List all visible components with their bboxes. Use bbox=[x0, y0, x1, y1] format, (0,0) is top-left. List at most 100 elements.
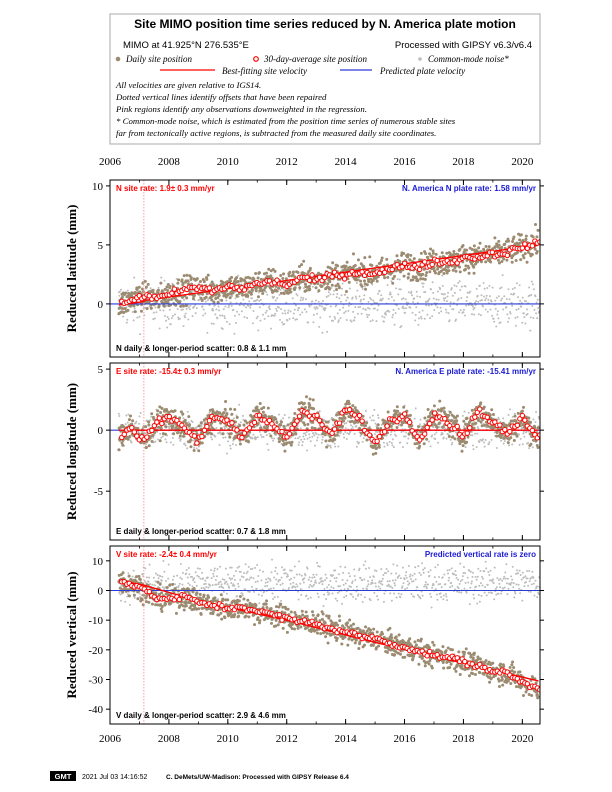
common-mode-point bbox=[476, 294, 479, 297]
common-mode-point bbox=[267, 306, 270, 309]
common-mode-point bbox=[215, 308, 218, 311]
common-mode-point bbox=[374, 430, 377, 433]
daily-position-point bbox=[393, 274, 397, 278]
common-mode-point bbox=[348, 287, 351, 290]
common-mode-point bbox=[154, 580, 157, 583]
common-mode-point bbox=[473, 313, 476, 316]
daily-position-point bbox=[430, 255, 434, 259]
common-mode-point bbox=[450, 287, 453, 290]
avg30-point bbox=[336, 420, 343, 426]
common-mode-point bbox=[415, 290, 418, 293]
daily-position-point bbox=[255, 405, 259, 409]
common-mode-point bbox=[156, 574, 159, 577]
common-mode-point bbox=[201, 571, 204, 574]
common-mode-point bbox=[195, 447, 198, 450]
common-mode-point bbox=[185, 308, 188, 311]
daily-position-point bbox=[500, 260, 504, 264]
daily-position-point bbox=[496, 258, 500, 262]
daily-position-point bbox=[470, 408, 474, 412]
common-mode-point bbox=[124, 423, 127, 426]
common-mode-point bbox=[432, 297, 435, 300]
common-mode-point bbox=[213, 569, 216, 572]
common-mode-point bbox=[299, 427, 302, 430]
common-mode-point bbox=[528, 294, 531, 297]
common-mode-point bbox=[392, 563, 395, 566]
common-mode-point bbox=[290, 577, 293, 580]
daily-position-point bbox=[438, 399, 442, 403]
common-mode-point bbox=[391, 313, 394, 316]
daily-position-point bbox=[216, 300, 220, 304]
common-mode-point bbox=[147, 580, 150, 583]
common-mode-point bbox=[526, 308, 529, 311]
common-mode-point bbox=[432, 291, 435, 294]
daily-position-point bbox=[268, 286, 272, 290]
daily-position-point bbox=[305, 395, 309, 399]
common-mode-point bbox=[345, 319, 348, 322]
daily-position-point bbox=[166, 301, 170, 305]
daily-position-point bbox=[411, 278, 415, 282]
common-mode-point bbox=[485, 426, 488, 429]
common-mode-point bbox=[535, 312, 538, 315]
common-mode-point bbox=[181, 583, 184, 586]
daily-position-point bbox=[486, 424, 490, 428]
daily-position-point bbox=[472, 265, 476, 269]
common-mode-point bbox=[389, 291, 392, 294]
plate-rate-label: N. America N plate rate: 1.58 mm/yr bbox=[402, 184, 536, 193]
avg30-point bbox=[504, 252, 511, 259]
common-mode-point bbox=[288, 317, 291, 320]
common-mode-point bbox=[162, 588, 165, 591]
common-mode-point bbox=[492, 317, 495, 320]
avg30-point bbox=[381, 429, 388, 435]
common-mode-point bbox=[340, 294, 343, 297]
common-mode-point bbox=[288, 578, 291, 581]
common-mode-point bbox=[342, 433, 345, 436]
daily-position-point bbox=[376, 426, 380, 430]
common-mode-point bbox=[515, 282, 518, 285]
common-mode-point bbox=[280, 443, 283, 446]
common-mode-point bbox=[197, 445, 200, 448]
daily-position-point bbox=[383, 276, 387, 280]
daily-position-point bbox=[122, 311, 126, 315]
common-mode-point bbox=[508, 298, 511, 301]
daily-position-point bbox=[228, 435, 232, 439]
common-mode-point bbox=[427, 440, 430, 443]
common-mode-point bbox=[414, 407, 417, 410]
common-mode-point bbox=[188, 308, 191, 311]
common-mode-point bbox=[371, 319, 374, 322]
daily-position-point bbox=[236, 280, 240, 284]
common-mode-point bbox=[242, 572, 245, 575]
common-mode-point bbox=[128, 603, 131, 606]
common-mode-point bbox=[298, 307, 301, 310]
common-mode-point bbox=[411, 311, 414, 314]
common-mode-point bbox=[359, 576, 362, 579]
common-mode-point bbox=[500, 286, 503, 289]
common-mode-point bbox=[353, 575, 356, 578]
common-mode-point bbox=[289, 569, 292, 572]
daily-position-point bbox=[221, 432, 225, 436]
daily-position-point bbox=[233, 407, 237, 411]
common-mode-point bbox=[391, 438, 394, 441]
common-mode-point bbox=[203, 588, 206, 591]
common-mode-point bbox=[292, 585, 295, 588]
daily-position-point bbox=[335, 288, 339, 292]
daily-position-point bbox=[422, 442, 426, 446]
common-mode-point bbox=[321, 438, 324, 441]
daily-position-point bbox=[330, 267, 334, 271]
common-mode-point bbox=[171, 437, 174, 440]
common-mode-point bbox=[462, 425, 465, 428]
common-mode-point bbox=[253, 590, 256, 593]
common-mode-point bbox=[185, 569, 188, 572]
common-mode-point bbox=[241, 592, 244, 595]
daily-position-point bbox=[511, 240, 515, 244]
common-mode-point bbox=[210, 569, 213, 572]
common-mode-point bbox=[292, 317, 295, 320]
daily-position-point bbox=[212, 284, 216, 288]
common-mode-point bbox=[195, 584, 198, 587]
common-mode-point bbox=[364, 560, 367, 563]
common-mode-point bbox=[363, 294, 366, 297]
daily-position-point bbox=[416, 279, 420, 283]
daily-position-point bbox=[525, 260, 529, 264]
common-mode-point bbox=[475, 287, 478, 290]
avg30-point bbox=[206, 418, 213, 424]
common-mode-point bbox=[362, 587, 365, 590]
